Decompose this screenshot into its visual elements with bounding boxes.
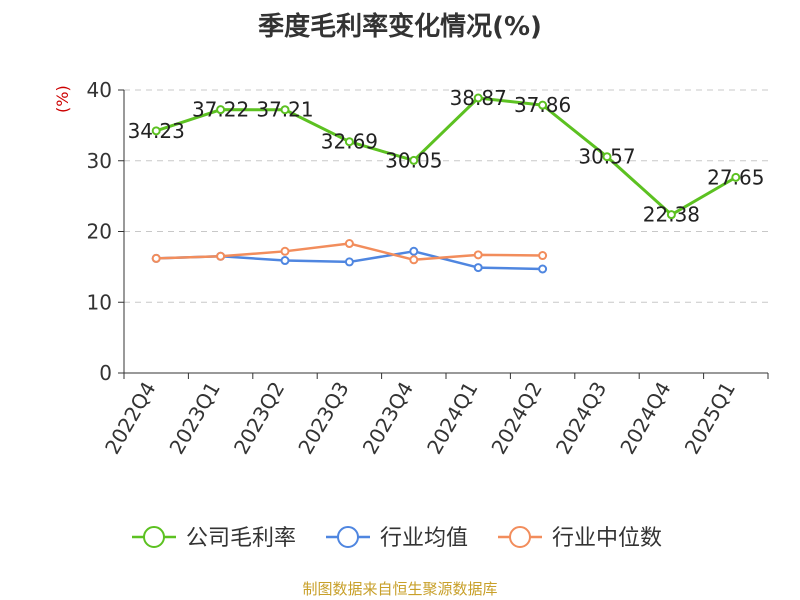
y-tick-label: 20 (87, 220, 112, 244)
data-point (216, 251, 226, 261)
x-tick-label: 2024Q3 (551, 378, 611, 459)
data-label: 34.23 (128, 119, 185, 143)
data-label: 30.05 (385, 148, 442, 172)
data-point (409, 246, 419, 256)
data-point (538, 251, 548, 261)
data-point (409, 255, 419, 265)
data-point (731, 172, 741, 182)
data-point (344, 239, 354, 249)
data-label: 37.21 (256, 98, 313, 122)
data-point (409, 155, 419, 165)
data-point (666, 210, 676, 220)
data-point (473, 250, 483, 260)
data-label: 30.57 (578, 145, 635, 169)
data-point (602, 152, 612, 162)
data-point (216, 105, 226, 115)
x-tick-label: 2025Q1 (680, 378, 740, 459)
chart-title: 季度毛利率变化情况(%) (258, 12, 542, 42)
data-point (473, 93, 483, 103)
data-point (280, 105, 290, 115)
data-label: 38.87 (450, 86, 507, 110)
y-tick-label: 10 (87, 290, 112, 314)
x-tick-label: 2022Q4 (100, 378, 160, 459)
y-tick-label: 0 (99, 361, 112, 385)
data-point (151, 126, 161, 136)
legend-marker (509, 526, 531, 548)
data-point (538, 100, 548, 110)
source-note: 制图数据来自恒生聚源数据库 (302, 580, 498, 598)
legend-marker (143, 526, 165, 548)
legend-marker (337, 526, 359, 548)
data-point (473, 263, 483, 273)
y-tick-label: 40 (87, 78, 112, 102)
x-tick-label: 2023Q4 (358, 378, 418, 459)
data-point (538, 264, 548, 274)
legend-label: 公司毛利率 (186, 526, 296, 551)
data-label: 32.69 (321, 130, 378, 154)
data-label: 27.65 (707, 165, 764, 189)
legend-label: 行业均值 (380, 526, 468, 551)
data-point (280, 246, 290, 256)
legend-label: 行业中位数 (552, 526, 662, 551)
x-tick-label: 2024Q4 (615, 378, 675, 459)
x-tick-label: 2024Q2 (486, 378, 546, 459)
x-tick-label: 2023Q2 (229, 378, 289, 459)
data-point (344, 137, 354, 147)
x-tick-label: 2023Q3 (293, 378, 353, 459)
data-label: 37.86 (514, 93, 571, 117)
x-tick-label: 2023Q1 (164, 378, 224, 459)
x-tick-label: 2024Q1 (422, 378, 482, 459)
data-point (280, 256, 290, 266)
data-point (344, 257, 354, 267)
data-label: 37.22 (192, 98, 249, 122)
series-line (155, 96, 737, 217)
y-tick-label: 30 (87, 149, 112, 173)
data-point (151, 253, 161, 263)
data-label: 22.38 (643, 203, 700, 227)
